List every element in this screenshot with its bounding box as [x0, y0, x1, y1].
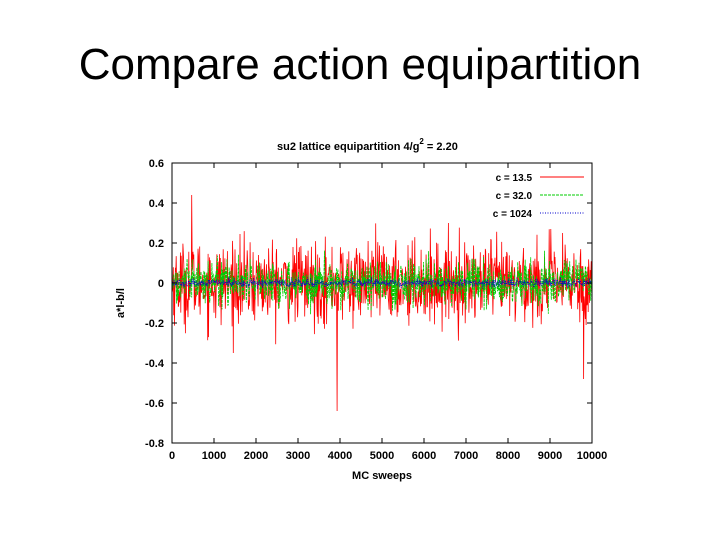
y-tick-label: 0.6 [149, 158, 164, 170]
y-tick-label: -0.4 [145, 358, 165, 370]
series-line-3 [171, 276, 593, 290]
chart-title-main: su2 lattice equipartition 4/g [277, 141, 419, 153]
x-tick-label: 3000 [286, 450, 310, 462]
x-axis-label: MC sweeps [352, 470, 412, 482]
y-tick-label: -0.2 [145, 318, 164, 330]
chart-title-superscript: 2 [419, 137, 424, 146]
legend: c = 13.5 c = 32.0 c = 1024 [493, 173, 584, 220]
x-tick-label: 2000 [244, 450, 268, 462]
chart-title-suffix: = 2.20 [424, 141, 458, 153]
series-line-1 [171, 194, 593, 412]
y-tick-label: -0.8 [145, 438, 164, 450]
svg-text:su2 lattice equipartition 4/g2: su2 lattice equipartition 4/g2 = 2.20 [277, 137, 458, 153]
x-tick-label: 5000 [370, 450, 394, 462]
y-axis-label: a*l-b/l [115, 288, 127, 318]
series-layer [171, 194, 593, 412]
chart: su2 lattice equipartition 4/g2 = 2.20 0 1… [115, 137, 607, 482]
legend-label: c = 1024 [493, 209, 533, 220]
x-tick-label: 9000 [538, 450, 562, 462]
y-tick-label: -0.6 [145, 398, 164, 410]
x-tick-label: 10000 [577, 450, 608, 462]
legend-label: c = 32.0 [496, 191, 533, 202]
x-tick-label: 6000 [412, 450, 436, 462]
series-line-2 [171, 250, 593, 315]
y-tick-label: 0 [158, 278, 164, 290]
x-tick-label: 1000 [202, 450, 226, 462]
x-tick-label: 0 [169, 450, 175, 462]
slide-title: Compare action equipartition [78, 40, 642, 89]
ticks-layer: 0 1000 2000 3000 4000 5000 6000 7000 8000 9000 100… [145, 158, 607, 462]
x-tick-label: 7000 [454, 450, 478, 462]
chart-title: su2 lattice equipartition 4/g2 = 2.20 [277, 137, 458, 153]
x-tick-label: 8000 [496, 450, 520, 462]
plot-frame [171, 162, 593, 444]
legend-label: c = 13.5 [496, 173, 533, 184]
y-tick-label: 0.2 [149, 238, 164, 250]
y-tick-label: 0.4 [149, 198, 165, 210]
x-tick-label: 4000 [328, 450, 352, 462]
